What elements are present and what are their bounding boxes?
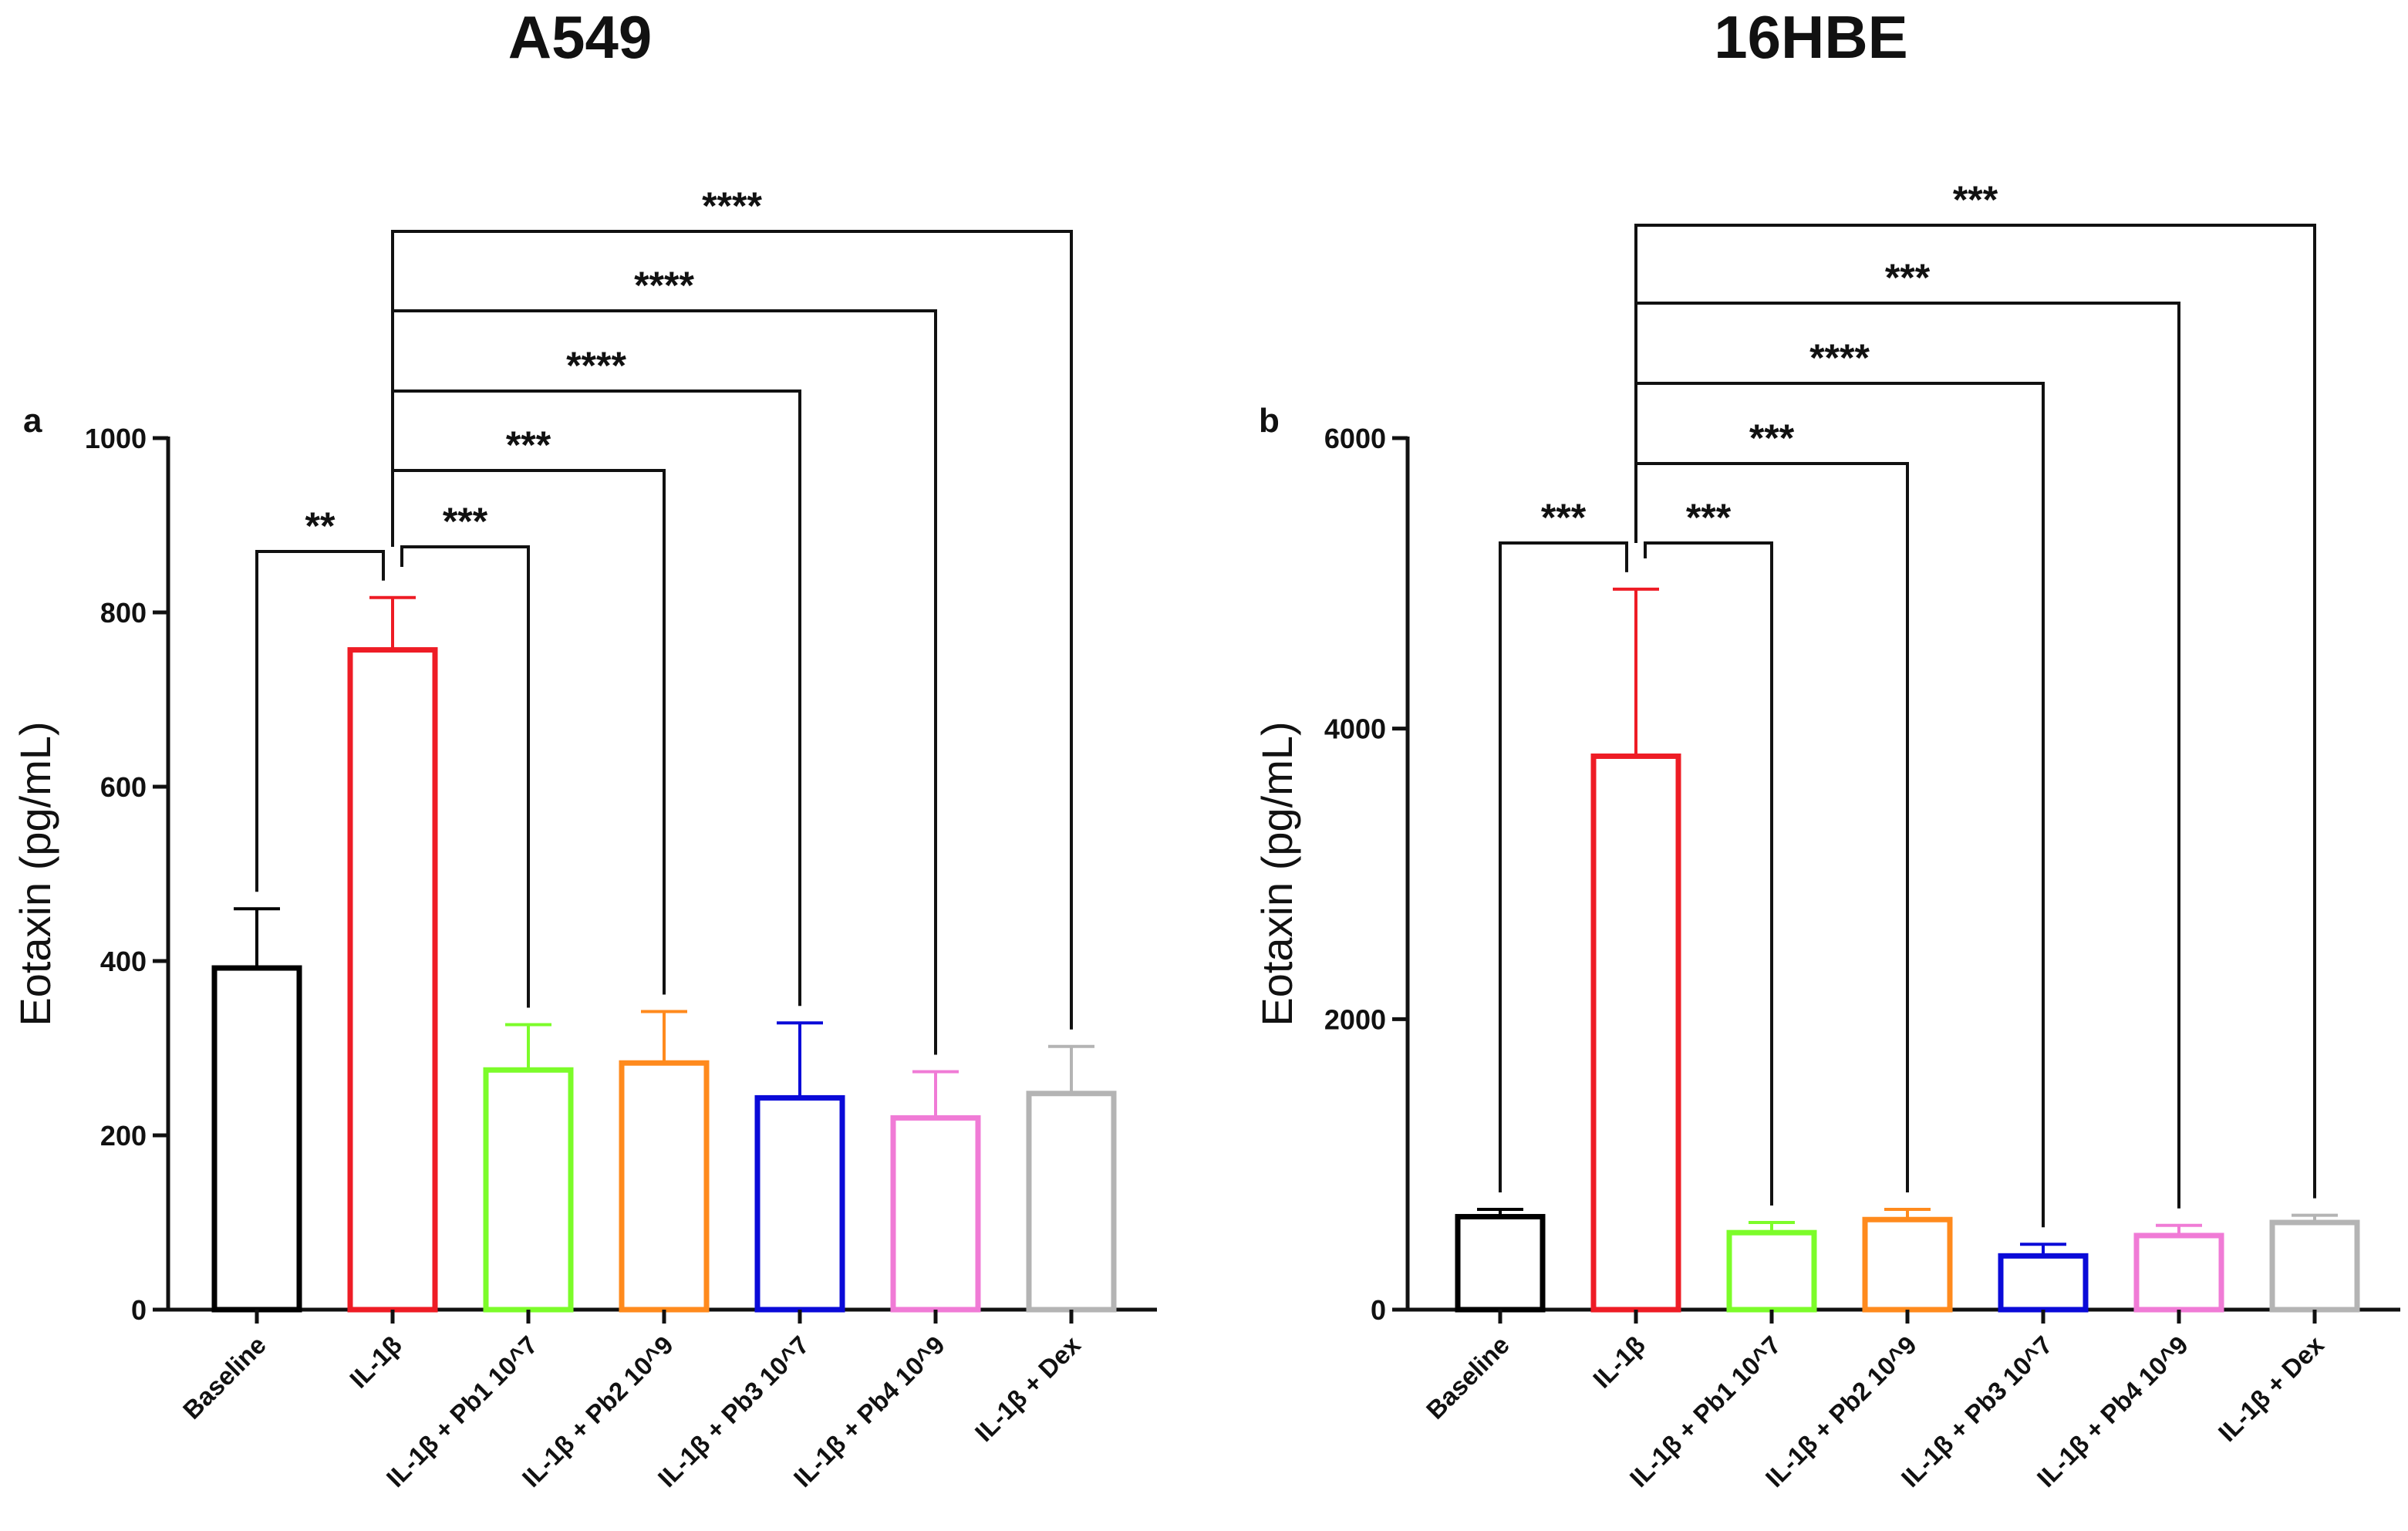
y-tick-label: 0 (131, 1294, 147, 1326)
x-tick-label: IL-1β (344, 1330, 407, 1394)
x-tick-label: IL-1β + Pb4 10^9 (2032, 1330, 2194, 1492)
significance-label: **** (1809, 336, 1870, 379)
significance-bracket (391, 309, 937, 1055)
significance-label: *** (506, 423, 551, 467)
x-tick-label: IL-1β + Pb3 10^7 (1896, 1330, 2058, 1492)
bar (1590, 753, 1681, 1313)
significance-label: **** (566, 344, 626, 387)
significance-bracket (400, 545, 530, 1008)
bar (890, 1115, 981, 1313)
significance-bracket (391, 389, 801, 1007)
x-tick-label: IL-1β + Pb3 10^7 (653, 1330, 814, 1492)
chart-title: 16HBE (1714, 3, 1907, 71)
bar (1726, 1229, 1817, 1313)
chart-title: A549 (508, 3, 652, 71)
panel-letter: b (1259, 402, 1280, 440)
significance-label: *** (1885, 256, 1931, 299)
y-tick-label: 0 (1371, 1294, 1386, 1326)
panel-a: A549 a Eotaxin (pg/mL) 0 200 400 600 800 1000 Bas… (11, 3, 1157, 1492)
x-tick-label: IL-1β + Dex (970, 1330, 1087, 1447)
significance-bracket (391, 469, 666, 995)
y-axis-label: Eotaxin (pg/mL) (11, 721, 59, 1026)
significance-label: *** (1541, 496, 1587, 539)
y-tick-label: 600 (100, 771, 147, 803)
x-tick-label: Baseline (1421, 1330, 1515, 1425)
y-tick-label: 200 (100, 1120, 147, 1152)
bar (347, 647, 438, 1313)
significance-label: ** (305, 504, 336, 548)
significance-bracket (1644, 541, 1773, 1206)
x-tick-label: IL-1β + Pb4 10^9 (788, 1330, 950, 1492)
bar (2269, 1219, 2360, 1313)
significance-label: **** (702, 184, 762, 228)
bar (211, 965, 302, 1313)
significance-label: *** (1953, 178, 1998, 221)
significance-bracket (255, 550, 385, 892)
bar (1026, 1091, 1117, 1313)
bar (2133, 1233, 2224, 1313)
bar (1455, 1213, 1546, 1313)
x-tick-label: IL-1β + Pb2 10^9 (1760, 1330, 1922, 1492)
bar (1862, 1216, 1953, 1313)
significance-label: *** (443, 500, 488, 543)
panel-b: 16HBE b Eotaxin (pg/mL) 0 2000 4000 6000 Baseli… (1253, 3, 2400, 1492)
significance-label: *** (1686, 496, 1732, 539)
y-tick-label: 400 (100, 946, 147, 977)
x-tick-label: IL-1β (1587, 1330, 1651, 1394)
x-tick-label: Baseline (177, 1330, 271, 1425)
bar (754, 1094, 845, 1313)
significance-bracket (391, 230, 1073, 1030)
bar (1998, 1253, 2089, 1313)
y-tick-label: 1000 (85, 423, 147, 454)
significance-bracket (1634, 462, 1909, 1193)
significance-label: *** (1749, 416, 1795, 460)
significance-bracket (1634, 382, 2045, 1228)
panel-letter: a (23, 402, 42, 440)
y-tick-label: 2000 (1324, 1003, 1386, 1035)
bar (619, 1060, 710, 1313)
y-tick-label: 6000 (1324, 423, 1386, 454)
x-tick-label: IL-1β + Pb1 10^7 (381, 1330, 543, 1492)
bar (483, 1067, 574, 1313)
significance-bracket (1634, 302, 2180, 1209)
x-tick-label: IL-1β + Pb1 10^7 (1624, 1330, 1786, 1492)
significance-bracket (1634, 224, 2316, 1199)
x-tick-label: IL-1β + Pb2 10^9 (517, 1330, 679, 1492)
significance-label: **** (634, 264, 694, 307)
y-tick-label: 4000 (1324, 713, 1386, 745)
significance-bracket (1499, 541, 1628, 1193)
y-axis-label: Eotaxin (pg/mL) (1253, 721, 1301, 1026)
y-tick-label: 800 (100, 597, 147, 629)
x-tick-label: IL-1β + Dex (2213, 1330, 2330, 1447)
